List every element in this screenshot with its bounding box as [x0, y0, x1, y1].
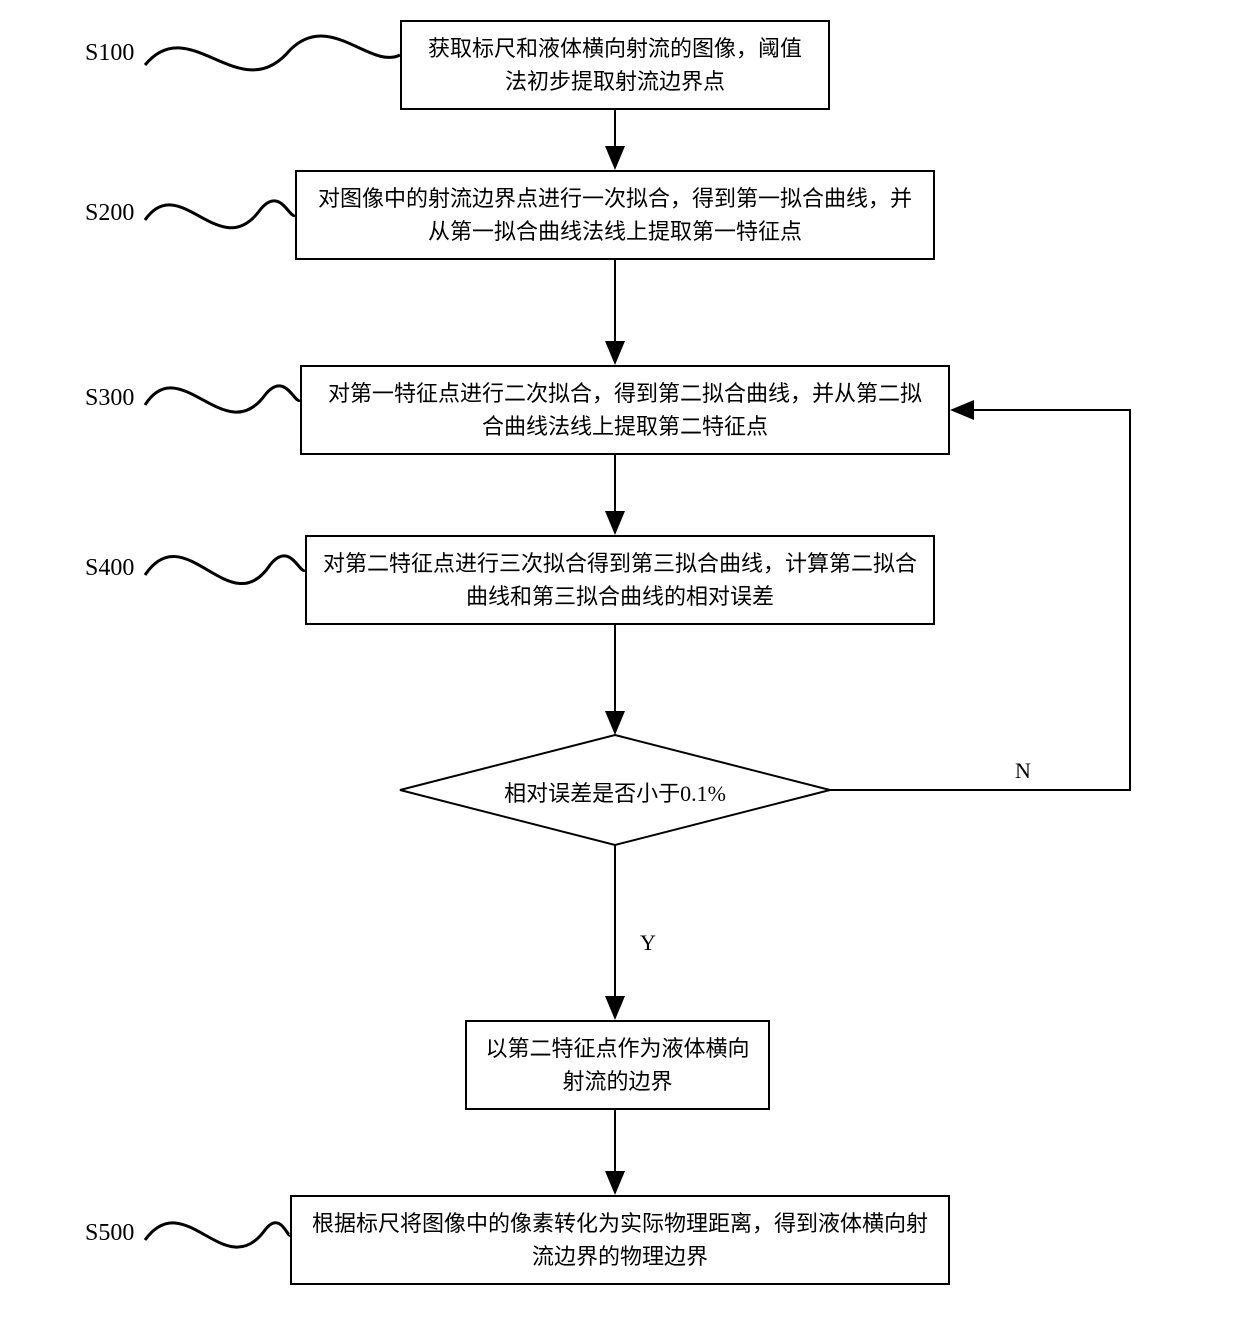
tilde-s100 [145, 36, 400, 70]
tilde-s200 [145, 201, 295, 228]
step-label-s300: S300 [85, 385, 134, 412]
step-label-s200: S200 [85, 200, 134, 227]
step-s200-box: 对图像中的射流边界点进行一次拟合，得到第一拟合曲线，并从第一拟合曲线法线上提取第… [295, 170, 935, 260]
step-label-s500: S500 [85, 1220, 134, 1247]
tilde-s400 [145, 556, 305, 584]
step-s100-box: 获取标尺和液体横向射流的图像，阈值法初步提取射流边界点 [400, 20, 830, 110]
edge-label-no: N [1015, 758, 1031, 784]
decision-diamond [400, 735, 830, 845]
result-box: 以第二特征点作为液体横向射流的边界 [465, 1020, 770, 1110]
step-s400-text: 对第二特征点进行三次拟合得到第三拟合曲线，计算第二拟合曲线和第三拟合曲线的相对误… [323, 547, 917, 613]
step-s300-box: 对第一特征点进行二次拟合，得到第二拟合曲线，并从第二拟合曲线法线上提取第二特征点 [300, 365, 950, 455]
step-s200-text: 对图像中的射流边界点进行一次拟合，得到第一拟合曲线，并从第一拟合曲线法线上提取第… [313, 182, 917, 248]
tilde-s300 [145, 386, 300, 412]
step-s400-box: 对第二特征点进行三次拟合得到第三拟合曲线，计算第二拟合曲线和第三拟合曲线的相对误… [305, 535, 935, 625]
step-s500-box: 根据标尺将图像中的像素转化为实际物理距离，得到液体横向射流边界的物理边界 [290, 1195, 950, 1285]
step-s300-text: 对第一特征点进行二次拟合，得到第二拟合曲线，并从第二拟合曲线法线上提取第二特征点 [318, 377, 932, 443]
step-label-s100: S100 [85, 40, 134, 67]
result-text: 以第二特征点作为液体横向射流的边界 [483, 1032, 752, 1098]
step-label-s400: S400 [85, 555, 134, 582]
edge-label-yes: Y [640, 930, 656, 956]
decision-text: 相对误差是否小于0.1% [400, 776, 830, 808]
step-s100-text: 获取标尺和液体横向射流的图像，阈值法初步提取射流边界点 [418, 32, 812, 98]
step-s500-text: 根据标尺将图像中的像素转化为实际物理距离，得到液体横向射流边界的物理边界 [308, 1207, 932, 1273]
tilde-s500 [145, 1223, 290, 1247]
